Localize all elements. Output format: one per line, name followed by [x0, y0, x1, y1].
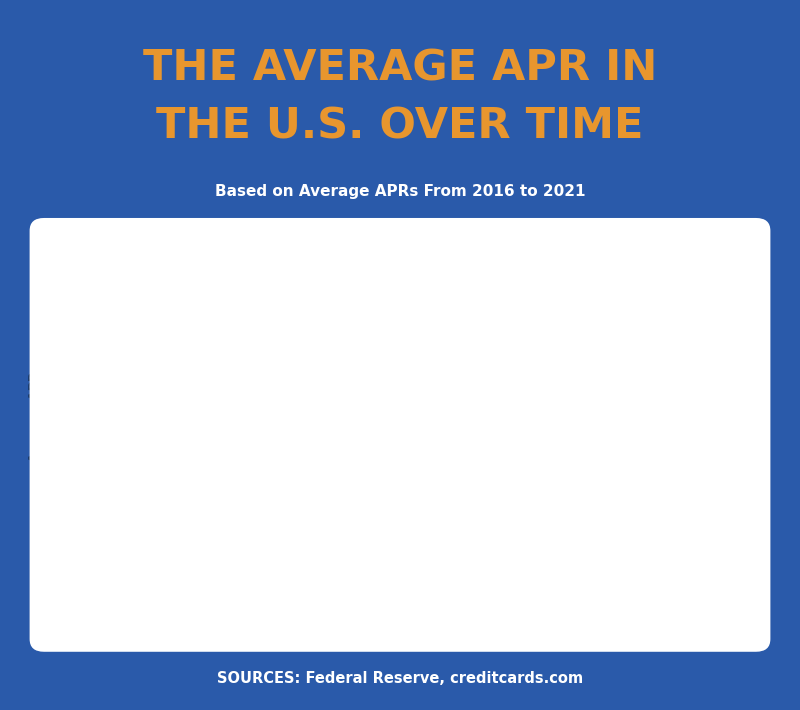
- Text: 15.05%: 15.05%: [470, 359, 525, 372]
- Point: [250, 523, 263, 534]
- Text: 12.89%: 12.89%: [263, 508, 318, 521]
- Text: 14.71%: 14.71%: [574, 383, 628, 396]
- Text: Based on Average APRs From 2016 to 2021: Based on Average APRs From 2016 to 2021: [214, 184, 586, 199]
- Text: 14.22%: 14.22%: [366, 417, 422, 430]
- X-axis label: Year: Year: [413, 615, 447, 629]
- Text: 16.16%: 16.16%: [677, 283, 732, 296]
- Text: 12.35%: 12.35%: [159, 544, 214, 557]
- Y-axis label: Average APR: Average APR: [28, 372, 41, 462]
- Text: THE AVERAGE APR IN: THE AVERAGE APR IN: [143, 47, 657, 89]
- Text: THE U.S. OVER TIME: THE U.S. OVER TIME: [156, 105, 644, 147]
- Point: [458, 373, 470, 385]
- Point: [354, 431, 366, 442]
- Point: [147, 559, 160, 571]
- Point: [561, 397, 574, 408]
- Point: [664, 297, 677, 308]
- Text: SOURCES: Federal Reserve, creditcards.com: SOURCES: Federal Reserve, creditcards.co…: [217, 671, 583, 686]
